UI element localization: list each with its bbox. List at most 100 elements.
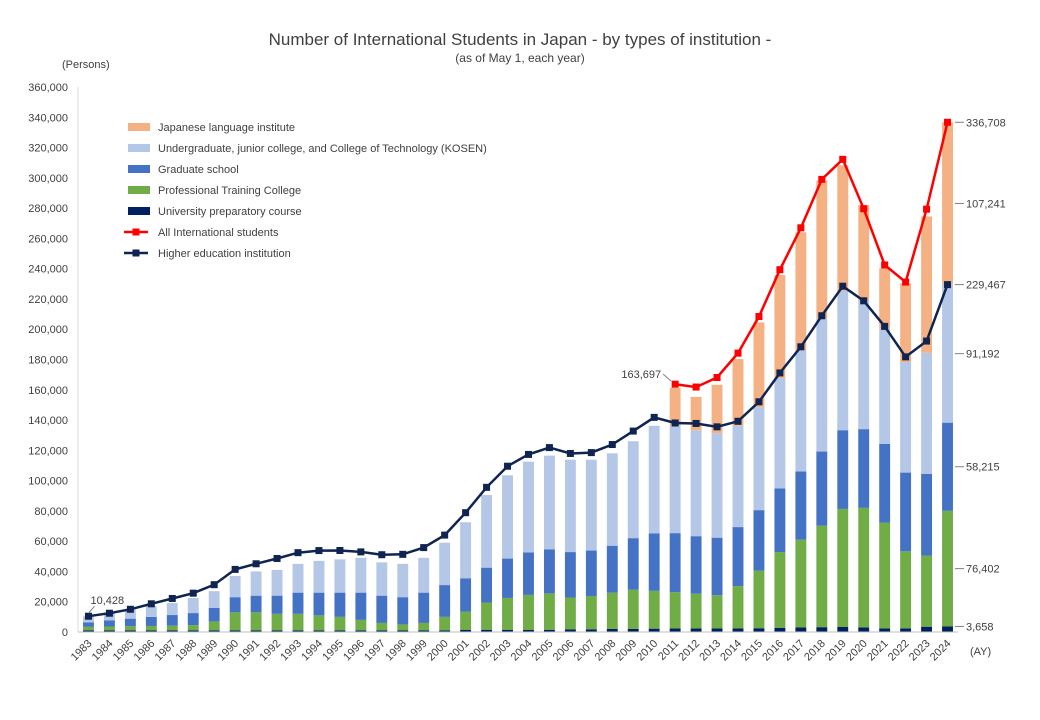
bar-segment xyxy=(837,508,849,628)
line-marker xyxy=(399,550,407,558)
bar-segment xyxy=(439,585,451,617)
legend-swatch xyxy=(128,186,150,194)
bar-segment xyxy=(229,597,241,613)
bar-segment xyxy=(124,609,136,619)
bar-segment xyxy=(250,595,262,613)
bar-segment xyxy=(166,625,178,631)
bar-segment xyxy=(921,473,933,556)
line-marker xyxy=(881,322,889,330)
line-marker xyxy=(713,374,721,382)
bar-segment xyxy=(208,591,220,608)
bar-segment xyxy=(502,558,513,598)
bar-segment xyxy=(816,525,828,628)
line-marker xyxy=(147,600,155,608)
annotations-layer: 10,428 163,697 336,708 107,241 229,467 91,192… xyxy=(88,117,1006,633)
bar-segment xyxy=(418,622,430,631)
bar-segment xyxy=(711,595,723,629)
bar-segment xyxy=(83,630,94,632)
bar-segment xyxy=(502,629,513,632)
bar-segment xyxy=(627,538,639,590)
right-value-label: 91,192 xyxy=(966,349,1000,361)
line-marker xyxy=(650,413,658,421)
bar-segment xyxy=(900,551,912,629)
bar-segment xyxy=(732,527,744,587)
bar-segment xyxy=(669,533,681,593)
bar-segment xyxy=(334,559,346,593)
bar-segment xyxy=(921,352,933,474)
bar-segment xyxy=(543,455,555,550)
bar-segment xyxy=(711,384,723,434)
legend-label: Graduate school xyxy=(158,164,239,176)
line-marker xyxy=(84,612,92,620)
bar-segment xyxy=(334,630,346,632)
line-marker xyxy=(692,419,700,427)
bar-segment xyxy=(690,593,702,629)
bar-segment xyxy=(376,630,388,632)
bar-segment xyxy=(774,627,786,632)
bar-segment xyxy=(439,542,451,586)
bar-segment xyxy=(250,612,262,631)
bar-segment xyxy=(669,592,681,629)
bar-segment xyxy=(711,537,723,596)
bar-segment xyxy=(564,459,576,553)
bar-segment xyxy=(858,507,870,628)
bar-segment xyxy=(858,205,870,301)
line-marker xyxy=(818,312,826,320)
bar-segment xyxy=(795,539,807,628)
bar-segment xyxy=(837,627,849,632)
bar-segment xyxy=(145,630,157,632)
bar-segment xyxy=(543,593,555,630)
bar-segment xyxy=(690,536,702,594)
legend-label: Professional Training College xyxy=(158,185,301,197)
bar-segment xyxy=(397,597,409,625)
y-tick-label: 20,000 xyxy=(34,597,68,609)
line-marker xyxy=(734,349,742,357)
bar-segment xyxy=(942,422,953,511)
bar-segment xyxy=(313,560,325,593)
bar-segment xyxy=(543,629,555,632)
bar-segment xyxy=(585,629,597,632)
line-marker xyxy=(420,544,428,552)
line-marker xyxy=(315,547,323,555)
line-marker xyxy=(923,205,931,213)
bar-segment xyxy=(753,628,765,632)
bar-segment xyxy=(439,616,451,631)
legend-label: University preparatory course xyxy=(158,206,302,218)
series-line xyxy=(88,284,949,618)
line-marker xyxy=(105,609,113,617)
annotation-2011-value: 163,697 xyxy=(621,369,661,381)
line-marker xyxy=(252,560,260,568)
bar-segment xyxy=(418,592,430,623)
bar-segment xyxy=(669,425,681,534)
legend-marker xyxy=(132,228,140,236)
line-marker xyxy=(902,353,910,361)
bar-segment xyxy=(564,597,576,630)
y-tick-label: 300,000 xyxy=(28,173,68,185)
line-marker xyxy=(357,548,365,556)
bar-segment xyxy=(753,407,765,511)
right-value-label: 3,658 xyxy=(966,621,994,633)
bar-segment xyxy=(669,628,681,632)
bar-segment xyxy=(648,533,660,591)
line-marker xyxy=(545,444,553,452)
bar-segment xyxy=(942,626,953,632)
bar-segment xyxy=(585,595,597,630)
bar-segment xyxy=(145,606,157,617)
right-value-label: 58,215 xyxy=(966,462,1000,474)
y-tick-label: 220,000 xyxy=(28,294,68,306)
bar-segment xyxy=(648,590,660,629)
chart-subtitle: (as of May 1, each year) xyxy=(455,51,584,65)
bar-segment xyxy=(564,629,576,632)
y-axis-label: (Persons) xyxy=(62,59,110,71)
chart-title: Number of International Students in Japa… xyxy=(269,30,772,49)
bar-segment xyxy=(606,453,618,546)
bar-segment xyxy=(187,613,199,626)
bar-segment xyxy=(376,622,388,631)
bar-segment xyxy=(208,621,220,631)
bar-segment xyxy=(292,630,304,632)
bar-segment xyxy=(313,615,325,631)
y-tick-label: 320,000 xyxy=(28,143,68,155)
bar-segment xyxy=(732,425,744,528)
annotation-leader xyxy=(662,373,672,382)
